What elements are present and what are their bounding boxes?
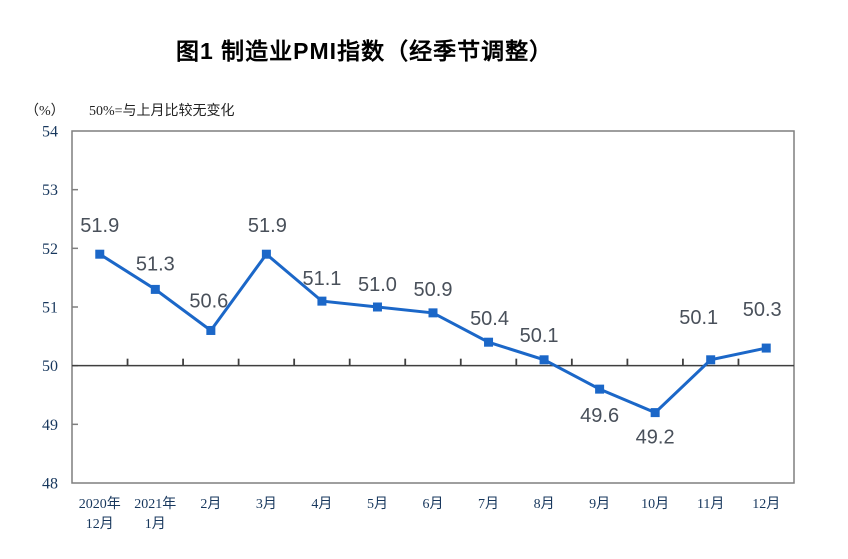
- data-point-marker: [261, 249, 271, 259]
- x-axis-category-label: 5月: [367, 496, 388, 512]
- y-axis-tick-label: 54: [42, 124, 58, 141]
- x-axis-category-label: 9月: [589, 496, 610, 512]
- data-point-label: 51.9: [248, 215, 287, 237]
- data-point-label: 51.0: [358, 274, 397, 296]
- data-point-marker: [761, 343, 771, 353]
- data-point-marker: [206, 325, 216, 335]
- data-point-label: 50.4: [470, 308, 509, 330]
- data-point-marker: [428, 308, 438, 318]
- y-axis-tick-label: 53: [42, 182, 58, 199]
- data-point-marker: [650, 408, 660, 418]
- data-point-marker: [706, 355, 716, 365]
- data-point-marker: [372, 302, 382, 312]
- data-point-marker: [95, 249, 105, 259]
- data-point-label: 50.6: [189, 290, 228, 312]
- x-axis-category-label: 11月: [697, 496, 724, 512]
- reference-note: 50%=与上月比较无变化: [89, 104, 235, 119]
- chart-title: 图1 制造业PMI指数（经季节调整）: [176, 38, 554, 64]
- x-axis-category-label: 7月: [478, 496, 499, 512]
- data-point-marker: [595, 384, 605, 394]
- y-axis-tick-label: 49: [42, 417, 58, 434]
- y-axis-tick-label: 52: [42, 241, 58, 258]
- x-axis-category-label: 4月: [311, 496, 332, 512]
- x-axis-category-label: 12月: [752, 496, 780, 512]
- data-point-label: 50.1: [520, 325, 559, 347]
- x-axis-category-label: 10月: [641, 496, 669, 512]
- x-axis-category-label: 12月: [86, 516, 114, 532]
- x-axis-category-label: 8月: [534, 496, 555, 512]
- data-point-label: 49.6: [580, 405, 619, 427]
- data-point-label: 49.2: [636, 427, 675, 449]
- data-point-label: 50.3: [743, 299, 782, 321]
- y-axis-unit-label: （%）: [25, 104, 65, 119]
- y-axis-tick-label: 51: [42, 300, 58, 317]
- y-axis-tick-label: 48: [42, 476, 58, 493]
- data-point-label: 51.9: [80, 215, 119, 237]
- data-point-label: 50.1: [679, 307, 718, 329]
- data-point-label: 50.9: [414, 279, 453, 301]
- data-point-label: 51.3: [136, 253, 175, 275]
- x-axis-category-label: 2020年: [79, 496, 121, 512]
- data-point-marker: [150, 284, 160, 294]
- y-axis-tick-label: 50: [42, 358, 58, 375]
- x-axis-category-label: 1月: [145, 516, 166, 532]
- x-axis-category-label: 3月: [256, 496, 277, 512]
- data-point-marker: [484, 337, 494, 347]
- data-point-label: 51.1: [302, 268, 341, 290]
- data-point-marker: [317, 296, 327, 306]
- x-axis-category-label: 2021年: [134, 496, 176, 512]
- x-axis-category-label: 6月: [423, 496, 444, 512]
- data-point-marker: [539, 355, 549, 365]
- x-axis-category-label: 2月: [200, 496, 221, 512]
